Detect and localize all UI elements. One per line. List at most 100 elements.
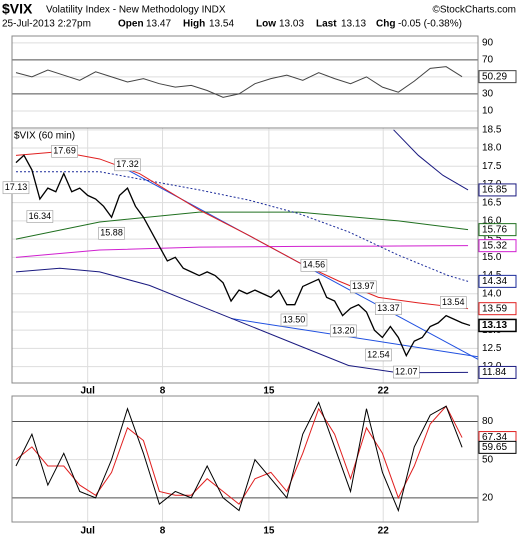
value-tag-label: 13.59	[482, 303, 507, 314]
value-tag	[478, 239, 517, 253]
annotation: 17.13	[5, 182, 28, 192]
value-tag-label: 59.65	[482, 442, 507, 453]
series-line	[15, 154, 471, 358]
open: 13.47	[146, 19, 171, 30]
annotation: 13.54	[442, 297, 465, 307]
value-tag-label: 13.13	[482, 320, 507, 331]
y-tick-label: 70	[482, 54, 494, 65]
x-tick-label: 8	[160, 526, 166, 537]
y-tick-label: 90	[482, 37, 494, 48]
series-line	[393, 129, 469, 191]
annotation-box	[440, 296, 467, 309]
security-name: Volatility Index - New Methodology INDX	[46, 5, 226, 16]
low: 13.03	[279, 19, 304, 30]
series-line	[15, 211, 469, 240]
y-tick-label: 20	[482, 492, 494, 503]
x-tick-label: 15	[263, 386, 275, 397]
date: 25-Jul-2013 2:27pm	[2, 19, 91, 30]
annotation: 13.37	[377, 303, 400, 313]
value-tag-label: 14.34	[482, 276, 507, 287]
panel-border	[11, 127, 479, 384]
annotation-box	[280, 313, 308, 327]
annotation: 16.34	[29, 211, 52, 221]
source: ©StockCharts.com	[432, 5, 516, 16]
value-tag-label: 15.32	[482, 240, 507, 251]
annotation-box	[300, 259, 328, 272]
annotation-box	[2, 181, 30, 195]
y-tick-label: 16.5	[482, 197, 502, 208]
value-tag	[478, 365, 517, 379]
annotation: 17.32	[116, 159, 139, 169]
y-tick-label: 30	[482, 89, 494, 100]
annotation: 17.69	[53, 146, 76, 156]
annotation-box	[98, 226, 125, 240]
value-tag	[478, 274, 517, 288]
series-line	[15, 151, 469, 310]
series-line	[15, 267, 469, 374]
y-tick-label: 10	[482, 106, 494, 117]
value-tag	[478, 223, 517, 237]
y-tick-label: 50	[482, 454, 494, 465]
series-line	[15, 66, 463, 98]
y-tick-label: 80	[482, 416, 494, 427]
chg: -0.05 (-0.38%)	[398, 19, 462, 30]
x-tick-label: 22	[378, 386, 390, 397]
series-line	[15, 401, 463, 513]
annotation: 12.54	[367, 349, 390, 359]
series-line	[15, 171, 469, 282]
value-tag-label: 16.85	[482, 185, 507, 196]
x-tick-label: 15	[263, 526, 275, 537]
chg-label: Chg	[376, 19, 395, 30]
value-tag-label: 15.76	[482, 224, 507, 235]
annotation-box	[114, 158, 141, 172]
y-tick-label: 15.0	[482, 252, 502, 263]
x-tick-label: 8	[160, 386, 166, 397]
series-line	[230, 318, 478, 358]
open-label: Open	[118, 19, 144, 30]
annotation-box	[393, 365, 420, 379]
y-tick-label: 12.5	[482, 343, 502, 354]
legend: $VIX (60 min)	[14, 131, 75, 142]
value-tag-label: 50.29	[482, 71, 507, 82]
last-label: Last	[316, 19, 337, 30]
annotation-box	[51, 145, 78, 158]
value-tag	[478, 318, 517, 333]
value-tag-label: 11.84	[482, 367, 507, 378]
annotation-box	[330, 324, 357, 338]
value-tag	[478, 183, 517, 197]
last: 13.13	[341, 19, 366, 30]
low-label: Low	[256, 19, 276, 30]
x-tick-label: 22	[378, 526, 390, 537]
x-tick-label: Jul	[80, 386, 95, 397]
value-tag	[478, 302, 517, 316]
x-tick-label: Jul	[80, 526, 95, 537]
value-tag	[478, 440, 517, 454]
annotation-box	[365, 348, 392, 362]
series-line	[15, 405, 463, 505]
plot	[15, 401, 463, 513]
high-label: High	[183, 19, 205, 30]
annotation: 12.07	[395, 366, 418, 376]
annotation-box	[26, 210, 54, 223]
high: 13.54	[209, 19, 234, 30]
y-tick-label: 16.0	[482, 216, 502, 227]
value-tag	[478, 70, 517, 84]
y-tick-label: 17.5	[482, 161, 502, 172]
annotation: 15.88	[100, 228, 123, 238]
symbol: $VIX	[2, 1, 33, 17]
annotation: 13.20	[332, 325, 355, 335]
y-tick-label: 18.0	[482, 143, 502, 154]
value-tag-label: 67.34	[482, 432, 507, 443]
annotation: 14.56	[303, 260, 326, 270]
annotation-box	[349, 280, 377, 294]
annotation: 13.50	[283, 314, 306, 324]
annotation-box	[375, 302, 402, 316]
y-tick-label: 18.5	[482, 124, 502, 135]
y-tick-label: 14.0	[482, 288, 502, 299]
panel-border	[11, 395, 479, 523]
annotation: 13.97	[352, 281, 375, 291]
series-line	[15, 245, 469, 258]
plot	[15, 66, 463, 98]
